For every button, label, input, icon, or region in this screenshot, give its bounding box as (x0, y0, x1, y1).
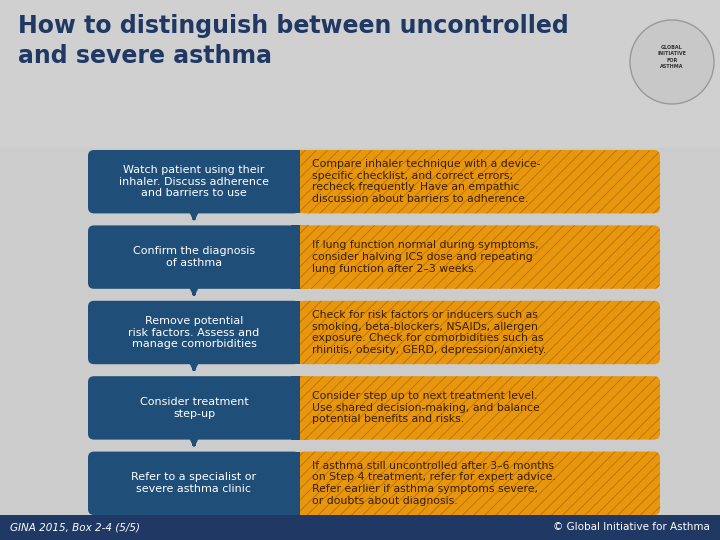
Bar (291, 376, 300, 440)
Text: If asthma still uncontrolled after 3–6 months
on Step 4 treatment, refer for exp: If asthma still uncontrolled after 3–6 m… (312, 461, 556, 505)
Bar (300, 301, 309, 364)
FancyBboxPatch shape (300, 376, 660, 440)
Bar (291, 301, 300, 364)
Bar (291, 451, 300, 515)
Bar (300, 225, 309, 289)
Text: GINA 2015, Box 2-4 (5/5): GINA 2015, Box 2-4 (5/5) (10, 523, 140, 532)
Text: Remove potential
risk factors. Assess and
manage comorbidities: Remove potential risk factors. Assess an… (128, 316, 260, 349)
FancyBboxPatch shape (300, 225, 660, 289)
FancyBboxPatch shape (88, 301, 300, 364)
Bar (300, 301, 309, 364)
FancyBboxPatch shape (300, 301, 660, 364)
Text: Consider treatment
step-up: Consider treatment step-up (140, 397, 248, 418)
FancyBboxPatch shape (88, 376, 300, 440)
Circle shape (630, 20, 714, 104)
Text: Confirm the diagnosis
of asthma: Confirm the diagnosis of asthma (133, 246, 255, 268)
Bar (291, 225, 300, 289)
Text: Watch patient using their
inhaler. Discuss adherence
and barriers to use: Watch patient using their inhaler. Discu… (119, 165, 269, 198)
FancyBboxPatch shape (88, 451, 300, 515)
Bar (0, 0, 720, 148)
Bar (300, 376, 309, 440)
Text: GLOBAL
INITIATIVE
FOR
ASTHMA: GLOBAL INITIATIVE FOR ASTHMA (657, 45, 686, 69)
FancyBboxPatch shape (88, 150, 300, 213)
FancyBboxPatch shape (300, 451, 660, 515)
Text: Consider step up to next treatment level.
Use shared decision-making, and balanc: Consider step up to next treatment level… (312, 392, 540, 424)
Bar (300, 451, 309, 515)
Text: Refer to a specialist or
severe asthma clinic: Refer to a specialist or severe asthma c… (132, 472, 256, 494)
Text: Check for risk factors or inducers such as
smoking, beta-blockers, NSAIDs, aller: Check for risk factors or inducers such … (312, 310, 546, 355)
Bar (300, 150, 309, 213)
Bar (291, 150, 300, 213)
Bar (300, 451, 309, 515)
Bar (300, 376, 309, 440)
Text: © Global Initiative for Asthma: © Global Initiative for Asthma (553, 523, 710, 532)
Bar (300, 150, 309, 213)
Text: Compare inhaler technique with a device-
specific checklist, and correct errors;: Compare inhaler technique with a device-… (312, 159, 541, 204)
Text: How to distinguish between uncontrolled
and severe asthma: How to distinguish between uncontrolled … (18, 14, 569, 68)
Bar (0, 515, 720, 540)
Bar (300, 225, 309, 289)
Text: If lung function normal during symptoms,
consider halving ICS dose and repeating: If lung function normal during symptoms,… (312, 240, 539, 274)
FancyBboxPatch shape (88, 225, 300, 289)
FancyBboxPatch shape (300, 150, 660, 213)
